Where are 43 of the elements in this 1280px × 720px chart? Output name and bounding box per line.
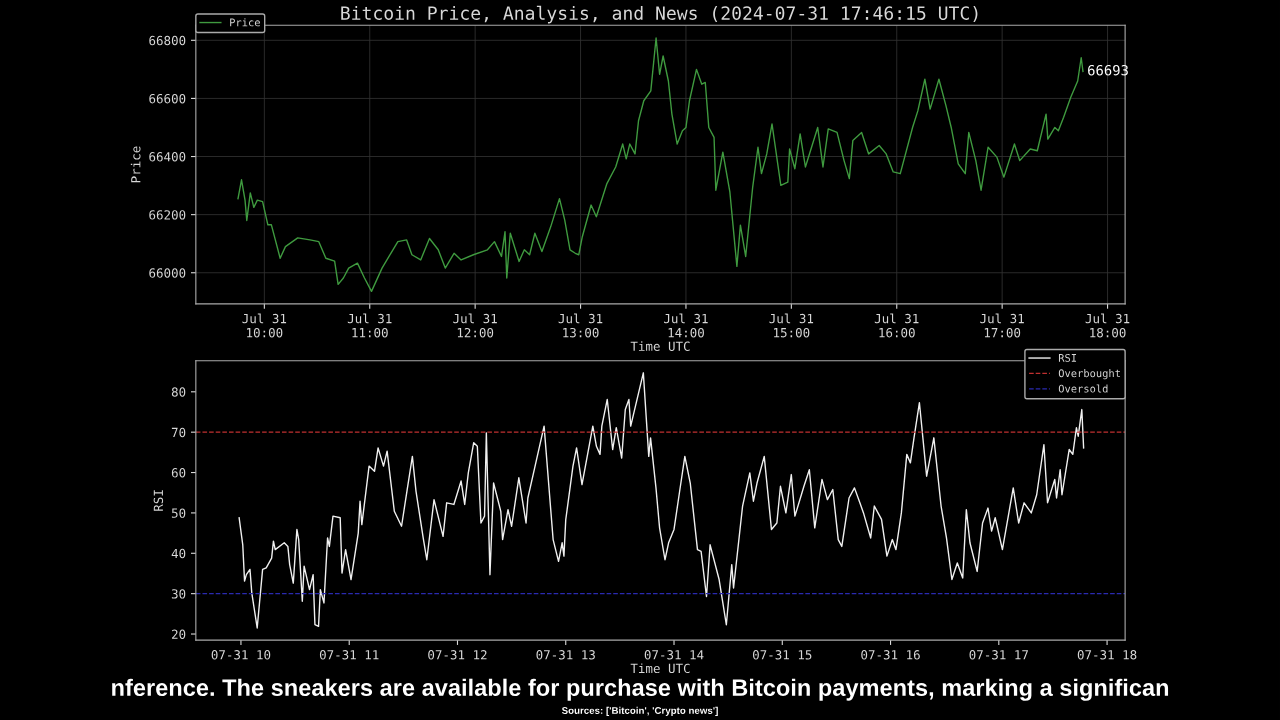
source-note: Sources: ['Bitcoin', 'Crypto news'] — [561, 706, 718, 716]
x-tick-label: 07-31 12 — [428, 650, 487, 660]
x-tick-label: Jul 31 13:00 — [558, 313, 603, 338]
legend-label: Price — [230, 18, 260, 27]
x-tick-label: 07-31 17 — [969, 650, 1028, 660]
x-axis-title: Time UTC — [630, 341, 690, 351]
y-tick-label: 80 — [171, 387, 186, 397]
annotation: 66693 — [1088, 64, 1128, 76]
y-tick-label: 70 — [171, 427, 186, 438]
x-tick-label: 07-31 15 — [752, 650, 812, 660]
line-series — [237, 37, 1084, 293]
y-tick-label: 66400 — [149, 152, 186, 162]
x-tick-label: Jul 31 16:00 — [874, 313, 919, 338]
x-tick-label: 07-31 18 — [1077, 650, 1137, 660]
x-tick-label: Jul 31 11:00 — [347, 313, 392, 338]
x-tick-label: Jul 31 17:00 — [980, 313, 1024, 338]
x-tick-label: Jul 31 12:00 — [453, 313, 497, 338]
chart-title: Bitcoin Price, Analysis, and News (2024-07-31 17:46:15 UTC) — [341, 5, 978, 24]
x-tick-label: Jul 31 14:00 — [664, 313, 708, 338]
y-tick-label: 30 — [171, 589, 186, 599]
y-tick-label: 66200 — [149, 210, 186, 220]
y-tick-label: 66600 — [149, 93, 186, 104]
x-axis-title: Time UTC — [630, 663, 690, 674]
x-tick-label: 07-31 10 — [211, 650, 271, 660]
x-tick-label: Jul 31 10:00 — [242, 313, 287, 338]
legend-label: Oversold — [1058, 384, 1108, 393]
y-axis-title: Price — [130, 146, 141, 183]
x-tick-label: 07-31 11 — [319, 650, 379, 660]
x-tick-label: 07-31 16 — [861, 650, 920, 660]
y-tick-label: 50 — [171, 508, 186, 518]
y-axis-title: RSI — [153, 490, 164, 511]
x-tick-label: 07-31 13 — [536, 650, 595, 660]
y-tick-label: 20 — [171, 629, 186, 639]
legend-label: Overbought — [1058, 369, 1120, 380]
y-tick-label: 66000 — [149, 268, 186, 278]
text: nference. The sneakers are available for purchase with Bitcoin payments, marking a significan — [112, 678, 1169, 701]
y-tick-label: 60 — [171, 468, 186, 478]
x-tick-label: Jul 31 18:00 — [1085, 313, 1130, 338]
x-tick-label: Jul 31 15:00 — [769, 313, 814, 338]
y-tick-label: 66800 — [149, 35, 186, 46]
x-tick-label: 07-31 14 — [644, 650, 704, 660]
y-tick-label: 40 — [171, 548, 186, 559]
legend-label: RSI — [1058, 353, 1077, 362]
